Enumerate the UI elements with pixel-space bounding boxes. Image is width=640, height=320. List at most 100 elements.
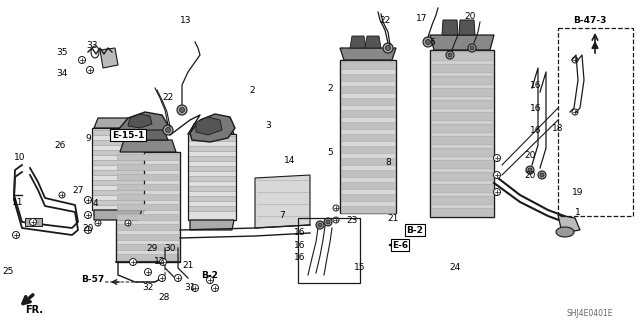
Text: 20: 20 [83,223,93,233]
Polygon shape [442,20,458,35]
Polygon shape [340,48,396,60]
Text: SHJ4E0401E: SHJ4E0401E [567,309,613,318]
Circle shape [177,105,187,115]
Text: 15: 15 [355,263,365,273]
Polygon shape [431,208,493,216]
Circle shape [125,220,131,226]
Polygon shape [93,160,143,165]
Polygon shape [117,204,179,210]
Circle shape [540,173,544,177]
Polygon shape [93,200,143,205]
Text: 24: 24 [449,263,461,273]
Polygon shape [341,98,395,105]
Text: 27: 27 [72,186,84,195]
Polygon shape [189,186,235,191]
Polygon shape [117,164,179,170]
Circle shape [526,166,534,174]
Polygon shape [189,206,235,211]
Circle shape [79,57,86,63]
Text: 12: 12 [154,258,166,267]
Polygon shape [93,190,143,195]
Circle shape [333,205,339,211]
Text: 34: 34 [56,68,68,77]
Polygon shape [431,172,493,180]
Polygon shape [431,112,493,120]
Polygon shape [431,196,493,204]
Text: 35: 35 [56,47,68,57]
Circle shape [95,220,101,226]
Circle shape [448,53,452,57]
Circle shape [59,192,65,198]
Polygon shape [117,154,179,160]
Circle shape [211,284,218,292]
Circle shape [191,284,198,292]
Polygon shape [93,210,143,215]
Polygon shape [431,184,493,192]
Text: 22: 22 [380,15,390,25]
Polygon shape [341,146,395,153]
Polygon shape [120,140,176,152]
Polygon shape [190,114,235,142]
Text: 16: 16 [531,125,541,134]
Text: 6: 6 [429,37,435,46]
Circle shape [163,125,173,135]
Polygon shape [459,20,475,35]
Circle shape [207,276,214,284]
Text: 32: 32 [142,284,154,292]
Circle shape [423,37,433,47]
Polygon shape [430,35,494,50]
Polygon shape [340,60,396,213]
Circle shape [528,168,532,172]
Text: 16: 16 [294,228,306,236]
Polygon shape [341,122,395,129]
Text: 21: 21 [182,260,194,269]
Polygon shape [341,62,395,69]
Ellipse shape [556,227,574,237]
Polygon shape [431,52,493,60]
Circle shape [385,45,390,51]
Text: 1: 1 [575,207,581,217]
Circle shape [84,212,92,219]
Circle shape [468,44,476,52]
Polygon shape [255,175,310,228]
Text: B-2: B-2 [202,270,218,279]
Text: B-47-3: B-47-3 [573,15,607,25]
Polygon shape [431,76,493,84]
Text: 2: 2 [327,84,333,92]
Bar [558,28,633,216]
Circle shape [159,259,166,266]
Polygon shape [117,244,179,250]
Text: 26: 26 [54,140,66,149]
Text: 9: 9 [85,133,91,142]
Polygon shape [117,234,179,240]
Polygon shape [431,124,493,132]
Polygon shape [341,194,395,201]
Circle shape [572,109,578,115]
Polygon shape [189,176,235,181]
Text: 10: 10 [14,153,26,162]
Text: 20: 20 [524,150,536,159]
Circle shape [324,218,332,226]
Circle shape [316,221,324,229]
Text: 17: 17 [416,13,428,22]
Polygon shape [189,196,235,201]
Text: 7: 7 [279,211,285,220]
Circle shape [159,275,166,282]
Circle shape [426,39,431,44]
Polygon shape [350,36,366,48]
Text: 22: 22 [163,92,173,101]
Text: E-6: E-6 [392,241,408,250]
Text: 29: 29 [147,244,157,252]
Text: 30: 30 [164,244,176,252]
Polygon shape [430,50,494,217]
Text: 16: 16 [531,81,541,90]
Text: 28: 28 [158,293,170,302]
Circle shape [29,219,36,226]
Circle shape [84,227,92,234]
Text: 31: 31 [184,284,196,292]
Text: 3: 3 [265,121,271,130]
Polygon shape [189,166,235,171]
Circle shape [179,108,184,113]
Polygon shape [341,110,395,117]
Circle shape [493,172,500,179]
